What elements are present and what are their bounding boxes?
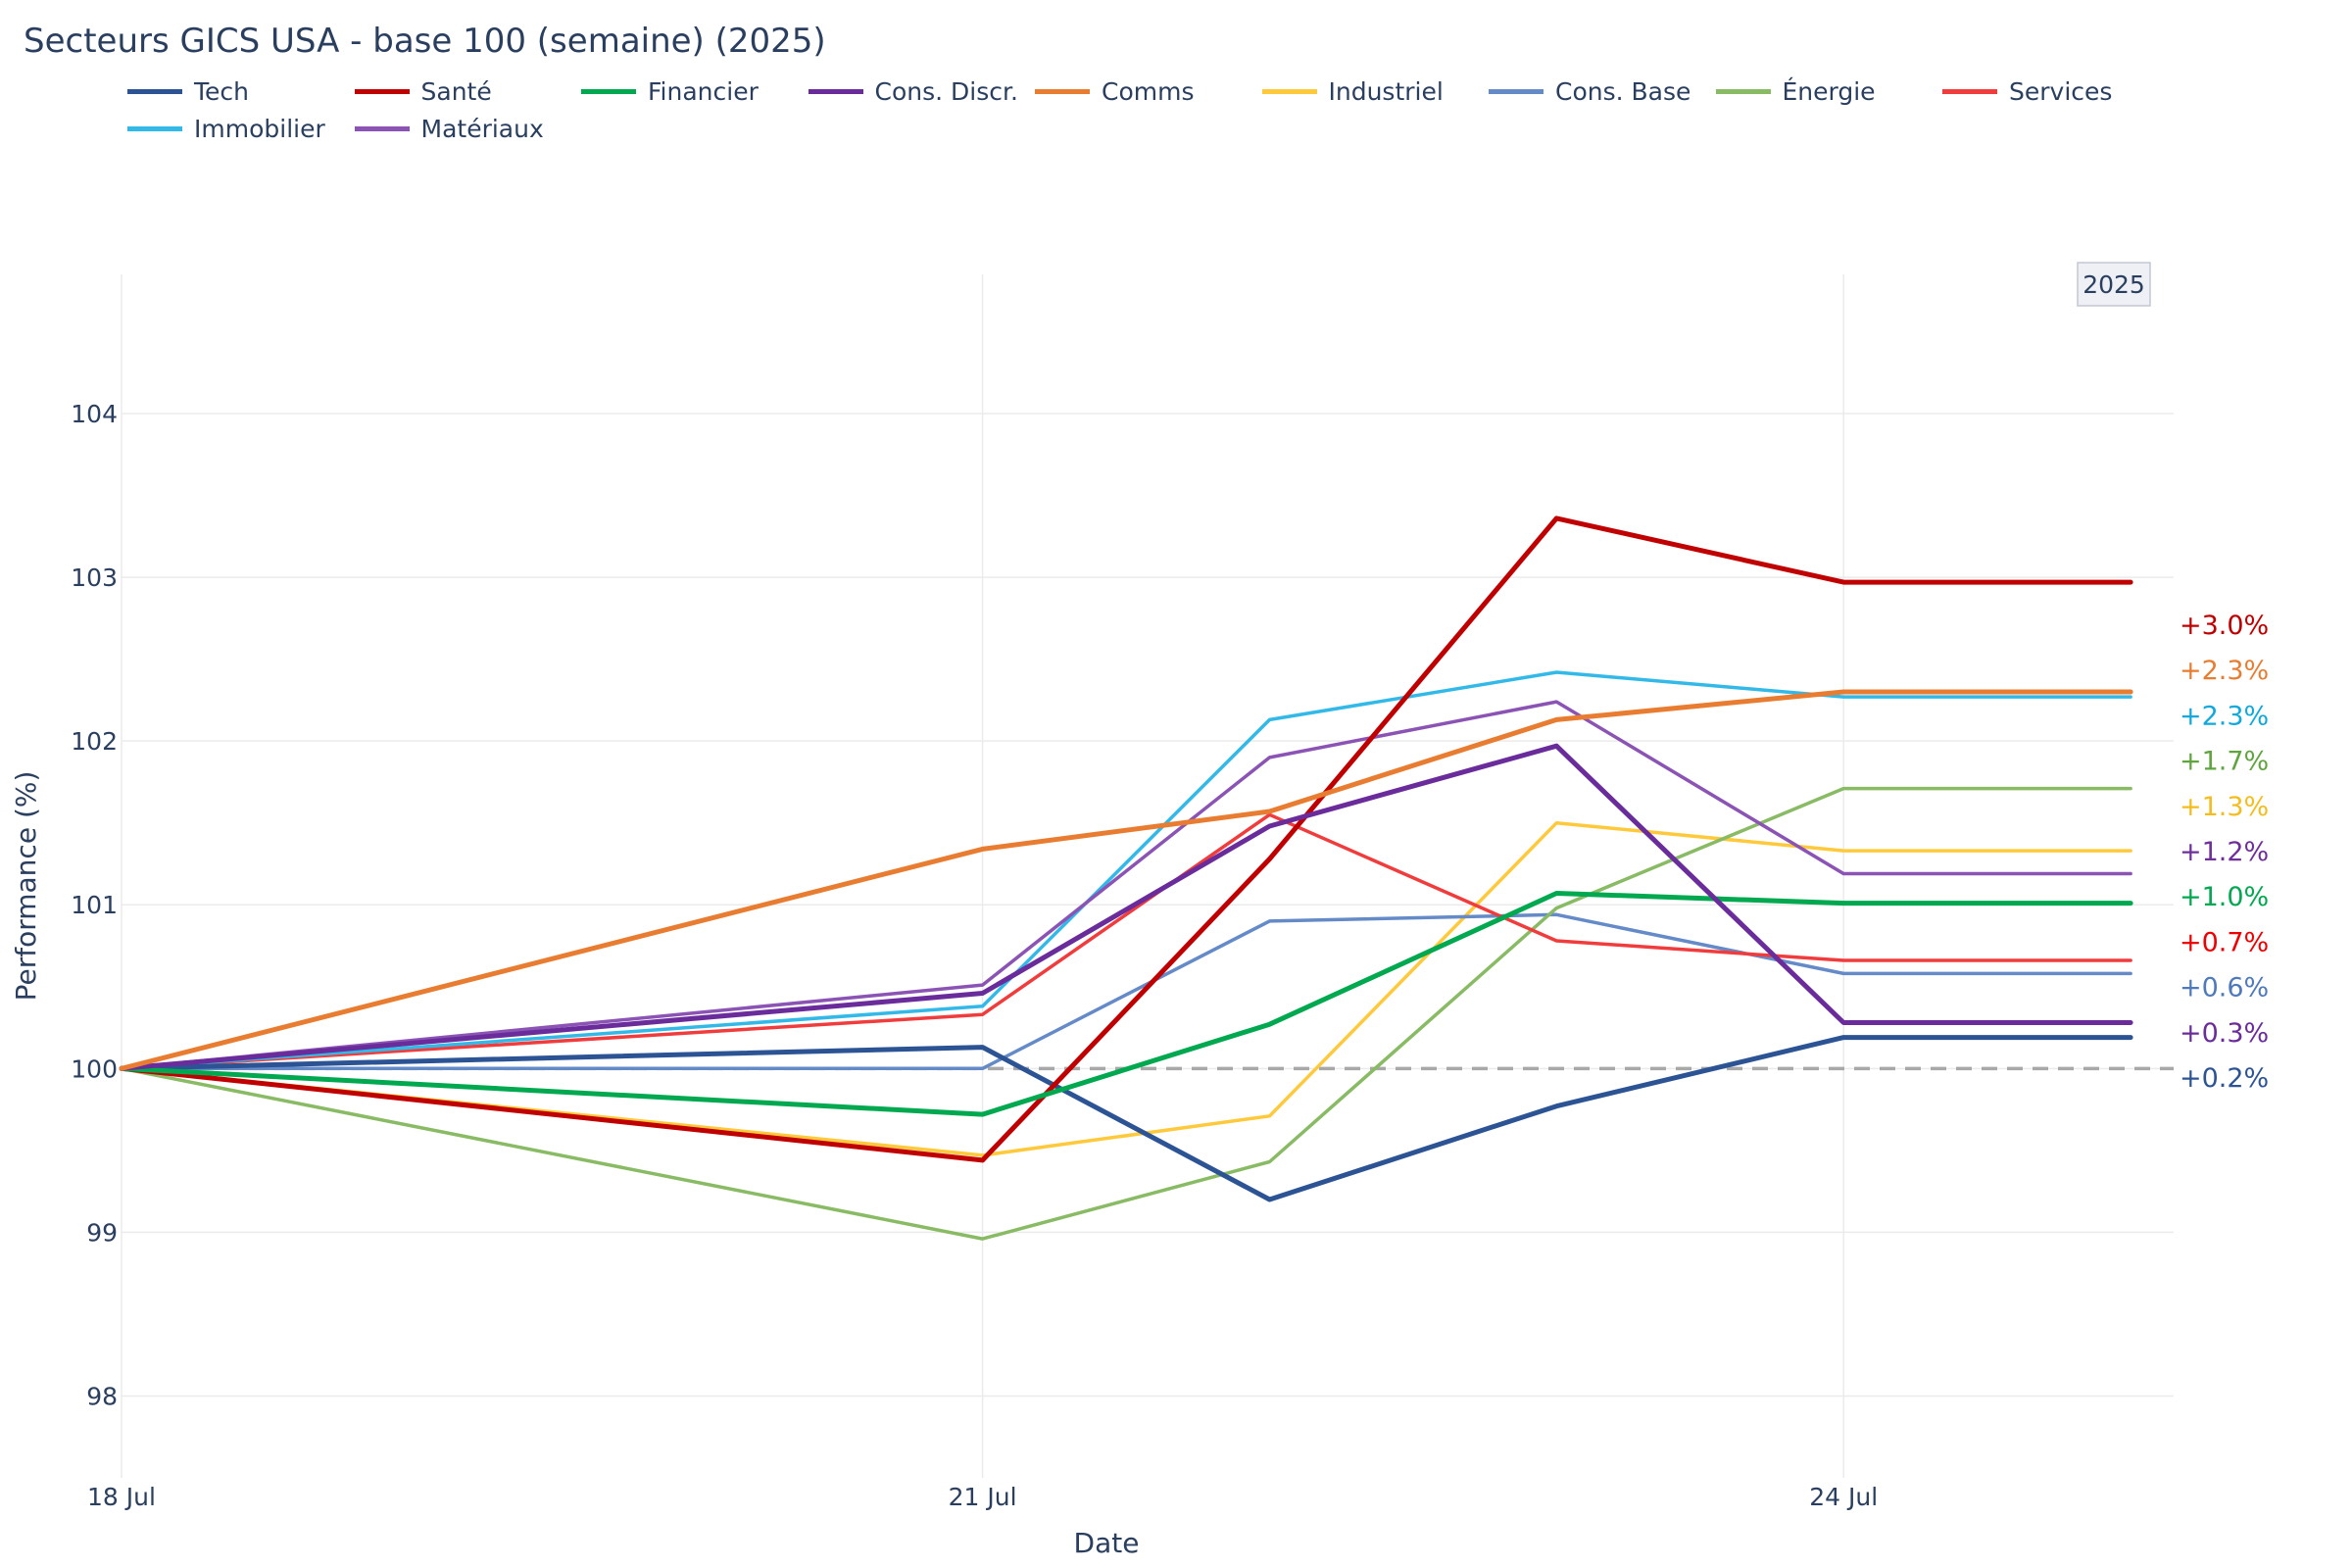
legend-item[interactable]: Financier xyxy=(581,74,759,109)
series-line--nergie xyxy=(120,786,2132,1241)
end-label: +2.3% xyxy=(2180,656,2269,686)
y-axis-title: Performance (%) xyxy=(10,771,42,1002)
legend-label: Services xyxy=(2009,76,2113,106)
legend-swatch xyxy=(354,88,410,94)
x-axis-title: Date xyxy=(1074,1527,1140,1559)
legend-item[interactable]: Cons. Base xyxy=(1489,74,1690,109)
x-tick-label: 24 Jul xyxy=(1809,1483,1878,1511)
legend-label: Cons. Base xyxy=(1555,76,1691,106)
end-label: +0.2% xyxy=(2180,1063,2269,1094)
legend-swatch xyxy=(581,88,636,94)
end-label: +0.3% xyxy=(2180,1018,2269,1049)
legend-swatch xyxy=(1035,88,1090,94)
series-line-cons-base xyxy=(120,912,2132,1071)
series-line-cons-discr- xyxy=(119,743,2133,1071)
year-badge: 2025 xyxy=(2082,270,2145,299)
legend-swatch xyxy=(1261,88,1317,94)
y-tick-label: 102 xyxy=(71,727,118,756)
legend-swatch xyxy=(127,125,182,131)
y-tick-label: 103 xyxy=(71,564,118,592)
series-line-comms xyxy=(119,689,2133,1071)
legend-item[interactable]: Comms xyxy=(1035,74,1194,109)
y-tick-label: 99 xyxy=(86,1218,118,1247)
end-label: +2.3% xyxy=(2180,701,2269,731)
year-badge-box xyxy=(2077,262,2151,307)
legend-label: Santé xyxy=(420,76,492,106)
legend-swatch xyxy=(127,88,182,94)
end-label: +1.7% xyxy=(2180,747,2269,777)
legend-label: Énergie xyxy=(1782,76,1876,106)
y-tick-label: 98 xyxy=(86,1382,118,1410)
y-tick-label: 104 xyxy=(71,400,118,428)
end-label: +1.3% xyxy=(2180,792,2269,822)
x-tick-label: 21 Jul xyxy=(949,1483,1017,1511)
legend-item[interactable]: Cons. Discr. xyxy=(808,74,1018,109)
series-line-immobilier xyxy=(120,670,2132,1071)
legend-item[interactable]: Énergie xyxy=(1715,74,1876,109)
legend-swatch xyxy=(354,125,410,131)
legend-label: Immobilier xyxy=(194,114,325,143)
legend-swatch xyxy=(1715,88,1771,94)
legend-label: Matériaux xyxy=(420,114,544,143)
legend-label: Comms xyxy=(1102,76,1195,106)
legend-item[interactable]: Tech xyxy=(127,74,249,109)
legend-label: Industriel xyxy=(1328,76,1444,106)
end-label: +0.7% xyxy=(2180,927,2269,957)
legend-item[interactable]: Matériaux xyxy=(354,111,544,146)
legend-item[interactable]: Santé xyxy=(354,74,492,109)
legend-swatch xyxy=(808,88,863,94)
series-line-services xyxy=(120,812,2132,1071)
end-label: +1.0% xyxy=(2180,882,2269,912)
series-line-financier xyxy=(119,891,2133,1117)
series-line-industriel xyxy=(120,820,2132,1157)
legend-swatch xyxy=(1489,88,1544,94)
y-tick-label: 100 xyxy=(71,1054,118,1083)
x-tick-label: 18 Jul xyxy=(87,1483,156,1511)
legend-item[interactable]: Immobilier xyxy=(127,111,325,146)
legend-item[interactable]: Industriel xyxy=(1261,74,1444,109)
series-line-sant- xyxy=(119,515,2133,1163)
y-tick-label: 101 xyxy=(71,891,118,919)
legend-label: Financier xyxy=(648,76,759,106)
end-label: +3.0% xyxy=(2180,611,2269,641)
series-line-mat-riaux xyxy=(120,700,2132,1071)
end-label: +1.2% xyxy=(2180,837,2269,867)
series-line-tech xyxy=(119,1035,2133,1202)
legend-label: Tech xyxy=(194,76,249,106)
end-label: +0.6% xyxy=(2180,973,2269,1004)
chart-title: Secteurs GICS USA - base 100 (semaine) (… xyxy=(24,22,826,61)
legend-label: Cons. Discr. xyxy=(874,76,1018,106)
legend-swatch xyxy=(1942,88,1997,94)
legend-item[interactable]: Services xyxy=(1942,74,2112,109)
